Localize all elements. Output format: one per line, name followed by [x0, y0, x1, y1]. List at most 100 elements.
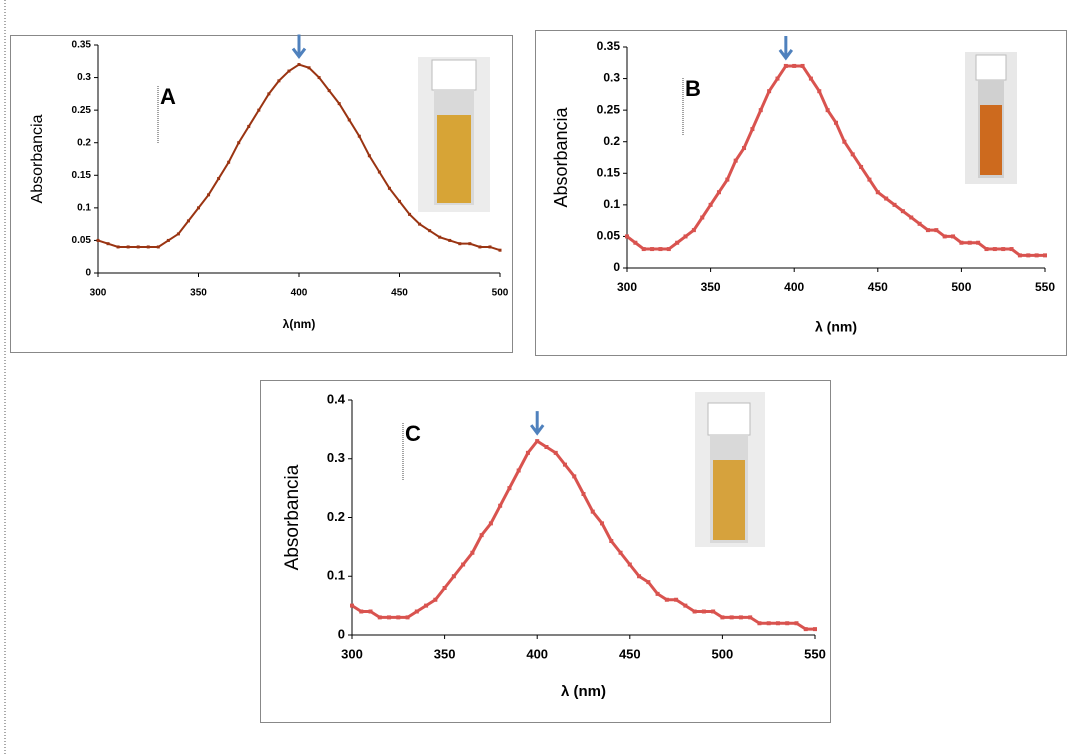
data-point: [357, 134, 361, 138]
data-point: [1009, 247, 1014, 252]
data-point: [136, 245, 140, 249]
x-tick-label: 550: [1035, 280, 1055, 294]
data-point: [716, 190, 721, 195]
data-point: [850, 152, 855, 157]
data-point: [794, 621, 799, 626]
y-tick-label: 0.1: [603, 197, 620, 211]
data-point: [488, 245, 492, 249]
data-point: [414, 609, 419, 614]
data-point: [146, 245, 150, 249]
y-tick-label: 0: [85, 268, 91, 279]
y-tick-label: 0: [613, 260, 620, 274]
y-axis-label: Absorbancia: [551, 106, 571, 207]
data-point: [217, 177, 221, 181]
data-point: [783, 63, 788, 68]
x-tick-label: 450: [619, 646, 641, 661]
data-point: [700, 215, 705, 220]
x-tick-label: 500: [951, 280, 971, 294]
x-tick-label: 500: [712, 646, 734, 661]
data-point: [618, 550, 623, 555]
cuvette-photo: [965, 52, 1017, 184]
data-point: [387, 615, 392, 620]
y-tick-label: 0.2: [77, 137, 91, 148]
data-point: [581, 492, 586, 496]
data-point: [428, 229, 432, 233]
data-point: [992, 247, 997, 252]
data-point: [766, 621, 771, 626]
data-point: [442, 586, 447, 590]
data-point: [683, 603, 688, 608]
data-point: [535, 439, 540, 444]
data-point: [817, 89, 822, 94]
data-point: [803, 627, 808, 632]
data-point: [156, 245, 160, 249]
peak-arrow: [778, 35, 794, 61]
y-tick-label: 0.05: [72, 235, 92, 246]
data-point: [106, 242, 110, 246]
data-point: [813, 627, 817, 632]
data-point: [377, 615, 382, 620]
data-point: [701, 609, 706, 614]
data-point: [625, 234, 629, 239]
data-point: [307, 66, 311, 70]
data-point: [859, 164, 864, 169]
data-point: [959, 240, 964, 245]
data-point: [867, 177, 872, 182]
data-point: [842, 139, 847, 144]
data-point: [438, 235, 442, 239]
data-point: [470, 550, 475, 555]
data-point: [367, 154, 371, 158]
data-point: [758, 108, 763, 113]
cuvette-photo: [418, 57, 490, 212]
data-point: [674, 597, 679, 602]
x-tick-label: 400: [291, 288, 308, 299]
data-point: [350, 603, 354, 608]
x-tick-label: 500: [492, 288, 509, 299]
x-axis-label: λ (nm): [561, 683, 606, 700]
y-axis-label: Absorbancia: [282, 464, 303, 570]
data-point: [967, 240, 972, 245]
y-axis-label: Absorbancia: [29, 114, 46, 203]
data-point: [590, 509, 595, 514]
data-point: [600, 521, 605, 526]
data-point: [562, 462, 567, 467]
data-point: [900, 209, 905, 214]
data-point: [808, 76, 813, 81]
data-point: [478, 245, 482, 249]
data-point: [742, 146, 747, 151]
x-tick-label: 450: [868, 280, 888, 294]
data-point: [297, 63, 301, 67]
y-tick-label: 0.3: [603, 71, 620, 85]
data-point: [834, 120, 838, 125]
data-point: [498, 503, 503, 508]
y-tick-label: 0.3: [327, 450, 345, 465]
x-tick-label: 400: [526, 646, 548, 661]
data-point: [516, 468, 521, 473]
data-point: [267, 92, 271, 96]
data-point: [377, 170, 381, 174]
data-point: [398, 199, 401, 203]
data-point: [738, 615, 743, 620]
data-point: [658, 247, 663, 252]
data-point: [461, 562, 466, 567]
data-point: [507, 486, 512, 491]
data-point: [451, 574, 456, 579]
data-point: [733, 158, 738, 163]
y-tick-label: 0.35: [597, 39, 621, 53]
data-point: [247, 124, 251, 128]
data-point: [448, 238, 452, 242]
x-tick-label: 450: [391, 288, 408, 299]
data-point: [609, 539, 614, 543]
data-point: [327, 89, 331, 93]
x-tick-label: 300: [617, 280, 637, 294]
y-tick-label: 0.05: [597, 229, 621, 243]
data-point: [691, 228, 696, 233]
data-point: [207, 193, 211, 197]
data-point: [800, 63, 805, 68]
data-point: [197, 206, 200, 210]
data-point: [909, 215, 914, 220]
data-point: [458, 242, 462, 246]
y-tick-label: 0.15: [597, 165, 621, 179]
panel-label: B: [685, 76, 701, 101]
